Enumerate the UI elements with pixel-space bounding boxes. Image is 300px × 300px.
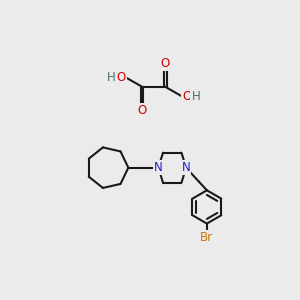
Text: N: N [182, 161, 190, 174]
Text: Br: Br [200, 231, 213, 244]
Text: O: O [161, 57, 170, 70]
Text: O: O [182, 90, 191, 103]
Text: O: O [116, 70, 126, 84]
Text: H: H [107, 70, 116, 84]
Text: H: H [191, 90, 200, 103]
Text: O: O [138, 104, 147, 117]
Text: N: N [154, 161, 163, 174]
